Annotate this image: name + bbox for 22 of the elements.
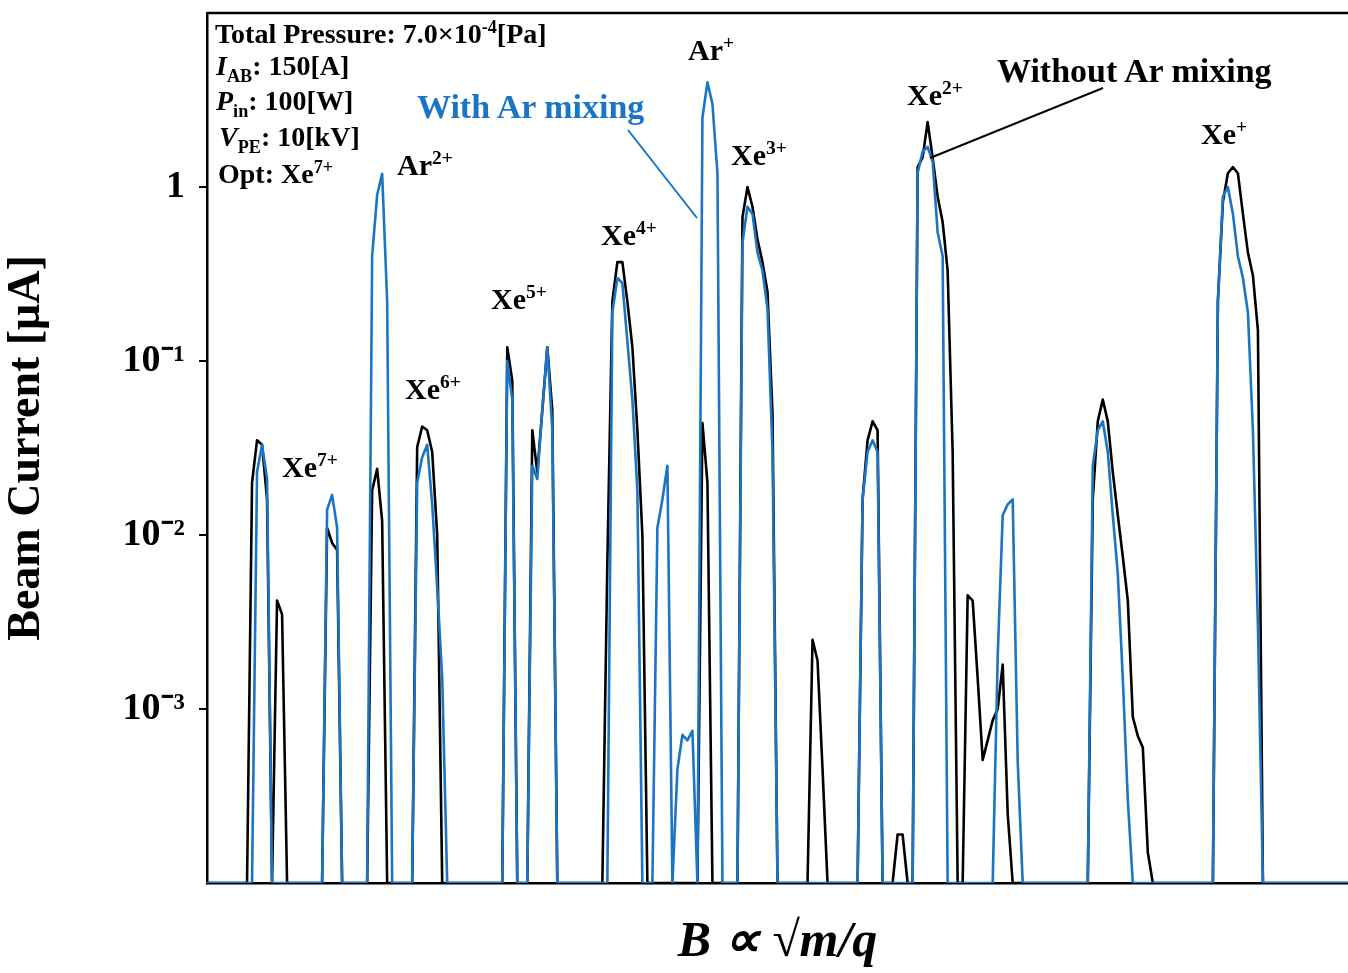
annotation: P$_{in}$: 100[W] xyxy=(216,85,354,121)
annotation: I$_{AB}$: 150[A] xyxy=(216,50,350,86)
series-label: With Ar mixing xyxy=(417,88,645,125)
y-tick-label: 10⁻¹ xyxy=(122,336,185,379)
y-tick-label: 10⁻² xyxy=(122,510,185,553)
annotation: Xe$^{2+}$ xyxy=(907,77,963,111)
annotation: Xe$^{6+}$ xyxy=(405,371,461,405)
y-tick-label: 1 xyxy=(166,162,185,205)
y-axis-title: Beam Current [μA] xyxy=(0,255,50,641)
annotation: V$_{PE}$: 10[kV] xyxy=(219,121,360,157)
annotation: Xe$^{5+}$ xyxy=(491,281,547,315)
annotation: Xe$^{+}$ xyxy=(1201,116,1248,150)
x-axis-title: B ∝ √m/q xyxy=(676,910,878,967)
annotation: Ar$^{2+}$ xyxy=(397,147,453,181)
annotation: Xe$^{3+}$ xyxy=(731,137,787,171)
annotation: Xe$^{4+}$ xyxy=(601,217,657,251)
text: Without Ar mixing xyxy=(997,52,1272,89)
annotation: Ar$^{+}$ xyxy=(688,32,735,66)
annotation: Xe$^{7+}$ xyxy=(282,449,338,483)
annotation: Total Pressure: 7.0×10$^{-4}$[Pa] xyxy=(215,17,547,50)
y-tick-label: 10⁻³ xyxy=(122,684,185,727)
annotation: Opt: Xe$^{7+}$ xyxy=(218,157,334,190)
